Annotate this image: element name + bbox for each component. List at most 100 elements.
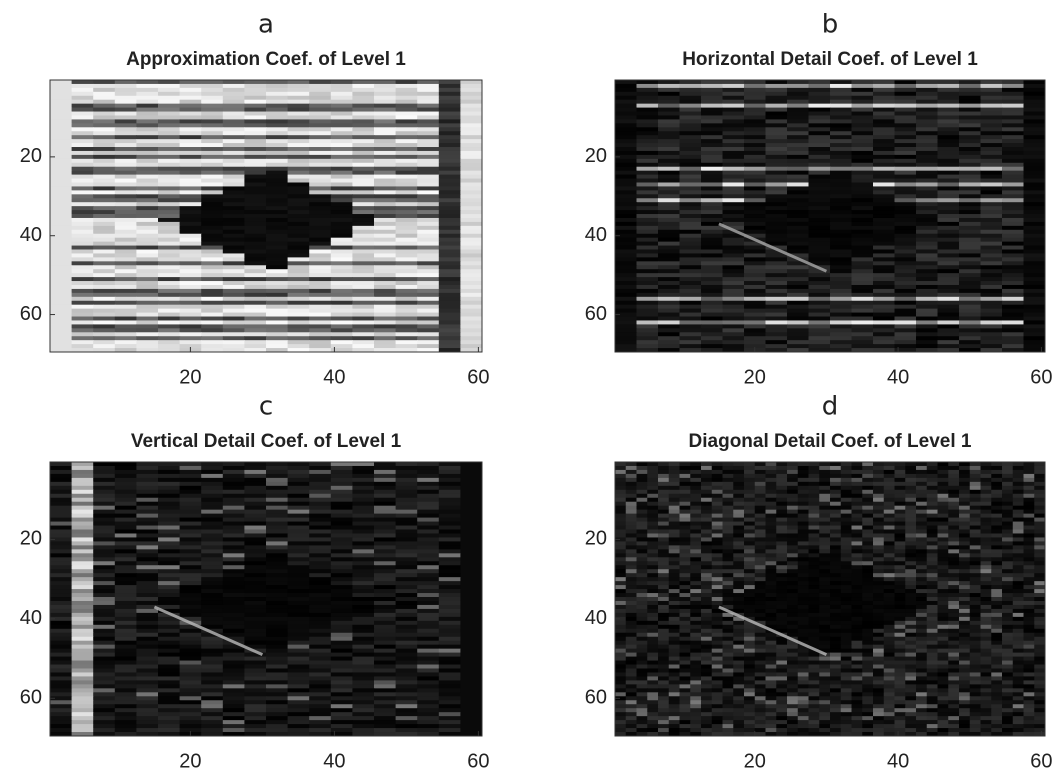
pixel xyxy=(439,167,461,172)
pixel xyxy=(72,92,94,97)
pixel xyxy=(439,510,461,515)
pixel xyxy=(841,494,852,499)
pixel xyxy=(460,494,482,499)
pixel xyxy=(331,498,353,503)
pixel xyxy=(991,506,1002,511)
pixel xyxy=(723,104,745,109)
pixel xyxy=(223,557,245,562)
pixel xyxy=(766,155,788,160)
pixel xyxy=(223,470,245,475)
pixel xyxy=(288,253,310,258)
pixel xyxy=(916,127,938,132)
pixel xyxy=(288,593,310,598)
pixel xyxy=(115,135,137,140)
pixel xyxy=(460,712,482,717)
pixel xyxy=(115,179,137,184)
pixel xyxy=(93,526,115,531)
pixel xyxy=(72,724,94,729)
pixel xyxy=(136,135,158,140)
pixel xyxy=(374,569,396,574)
pixel xyxy=(852,84,874,89)
pixel xyxy=(50,119,72,124)
pixel xyxy=(959,230,981,235)
pixel xyxy=(158,502,180,507)
pixel xyxy=(136,313,158,318)
pixel xyxy=(223,506,245,511)
pixel xyxy=(1002,182,1024,187)
pixel xyxy=(223,474,245,479)
pixel xyxy=(158,601,180,606)
pixel xyxy=(776,498,787,503)
pixel xyxy=(830,210,852,215)
pixel xyxy=(658,80,680,85)
pixel xyxy=(180,88,202,93)
pixel xyxy=(72,577,94,582)
pixel xyxy=(93,250,115,255)
pixel xyxy=(93,92,115,97)
pixel xyxy=(93,261,115,266)
pixel xyxy=(158,470,180,475)
pixel xyxy=(396,589,418,594)
pixel xyxy=(374,553,396,558)
pixel xyxy=(895,214,917,219)
pixel xyxy=(852,466,863,471)
pixel xyxy=(72,649,94,654)
pixel xyxy=(1024,530,1035,535)
pixel xyxy=(93,649,115,654)
pixel xyxy=(615,530,626,535)
pixel xyxy=(439,573,461,578)
pixel xyxy=(396,123,418,128)
pixel xyxy=(766,514,777,519)
pixel xyxy=(93,541,115,546)
pixel xyxy=(331,637,353,642)
pixel xyxy=(201,139,223,144)
pixel xyxy=(819,526,830,531)
pixel xyxy=(690,526,701,531)
pixel xyxy=(223,108,245,113)
pixel xyxy=(916,115,938,120)
pixel xyxy=(72,657,94,662)
pixel xyxy=(830,474,841,479)
pixel xyxy=(266,305,288,310)
pixel xyxy=(331,163,353,168)
pixel xyxy=(201,680,223,685)
pixel xyxy=(981,238,1003,243)
pixel xyxy=(352,202,374,207)
pixel xyxy=(959,115,981,120)
pixel xyxy=(266,514,288,519)
pixel xyxy=(352,324,374,329)
pixel xyxy=(309,159,331,164)
pixel xyxy=(158,119,180,124)
pixel xyxy=(180,526,202,531)
pixel xyxy=(460,526,482,531)
pixel xyxy=(658,214,680,219)
pixel xyxy=(981,530,992,535)
pixel xyxy=(352,549,374,554)
pixel xyxy=(331,210,353,215)
pixel xyxy=(938,92,960,97)
pixel xyxy=(658,502,669,507)
pixel xyxy=(916,482,927,487)
pixel xyxy=(927,494,938,499)
pixel xyxy=(223,301,245,306)
pixel xyxy=(460,234,482,239)
pixel xyxy=(244,597,266,602)
pixel xyxy=(374,186,396,191)
pixel xyxy=(1024,159,1046,164)
pixel xyxy=(244,281,266,286)
pixel xyxy=(180,340,202,345)
pixel xyxy=(439,92,461,97)
pixel xyxy=(1002,482,1013,487)
pixel xyxy=(916,261,938,266)
pixel xyxy=(244,179,266,184)
pixel xyxy=(223,720,245,725)
pixel xyxy=(852,482,863,487)
pixel xyxy=(1002,265,1024,270)
pixel xyxy=(158,336,180,341)
pixel xyxy=(331,206,353,211)
pixel xyxy=(374,557,396,562)
pixel xyxy=(626,518,637,523)
pixel xyxy=(201,281,223,286)
pixel xyxy=(374,123,396,128)
pixel xyxy=(180,609,202,614)
